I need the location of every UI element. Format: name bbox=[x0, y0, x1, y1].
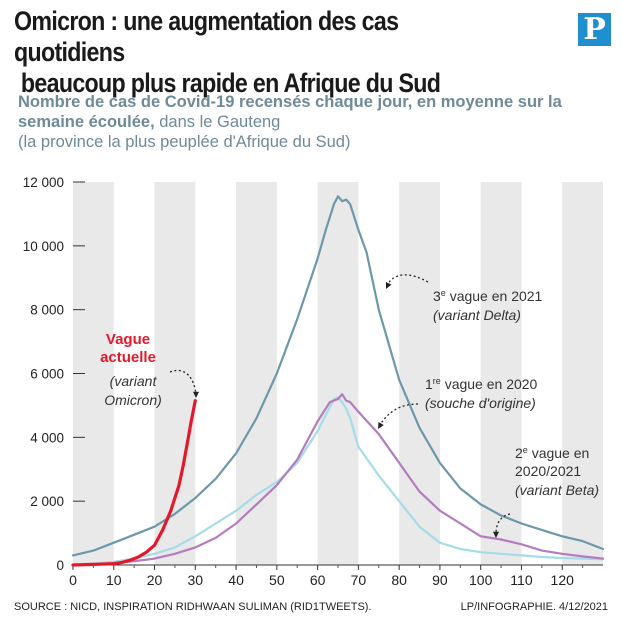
annotation-wave2-l1: 2e vague en bbox=[515, 445, 589, 461]
series-line-wave2 bbox=[71, 396, 605, 567]
le-parisien-logo: P bbox=[578, 13, 611, 46]
background-band bbox=[317, 182, 359, 565]
annotation-current-l4: Omicron) bbox=[104, 392, 162, 408]
x-tick-label: 20 bbox=[147, 572, 163, 588]
annotation-wave2-l2: 2020/2021 bbox=[515, 463, 581, 479]
series-line-wave3 bbox=[71, 195, 605, 557]
x-tick-label: 10 bbox=[106, 572, 122, 588]
arrow-wave1-head bbox=[378, 422, 384, 429]
title-line-2: beaucoup plus rapide en Afrique du Sud bbox=[20, 68, 441, 98]
arrow-wave2-head bbox=[492, 531, 500, 538]
y-tick-label: 6 000 bbox=[30, 367, 64, 382]
x-tick-label: 60 bbox=[310, 572, 326, 588]
x-tick-label: 0 bbox=[69, 572, 77, 588]
y-tick-label: 0 bbox=[56, 558, 64, 573]
x-tick-label: 50 bbox=[269, 572, 285, 588]
annotation-current-l3: (variant bbox=[110, 373, 158, 389]
background-band bbox=[480, 182, 522, 565]
x-tick-label: 110 bbox=[510, 572, 533, 588]
chart-subtitle: Nombre de cas de Covid-19 recensés chaqu… bbox=[18, 92, 608, 152]
annotation-wave1-l1: 1re vague en 2020 bbox=[425, 376, 538, 392]
background-band bbox=[236, 182, 277, 565]
x-tick-label: 100 bbox=[469, 572, 493, 588]
background-band bbox=[399, 182, 440, 565]
arrow-wave3-head bbox=[385, 282, 392, 289]
y-tick-label: 8 000 bbox=[30, 303, 64, 318]
x-tick-label: 30 bbox=[188, 572, 204, 588]
background-band bbox=[154, 182, 196, 565]
arrow-wave2 bbox=[495, 513, 511, 535]
annotation-current-l1: Vague bbox=[106, 331, 150, 348]
annotation-wave3-l1: 3e vague en 2021 bbox=[433, 288, 543, 304]
annotation-wave3-l2: (variant Delta) bbox=[433, 307, 521, 323]
x-tick-label: 70 bbox=[351, 572, 367, 588]
annotation-current-l2: actuelle bbox=[100, 349, 156, 366]
series-line-wave1 bbox=[71, 393, 605, 567]
y-tick-label: 10 000 bbox=[23, 239, 64, 254]
chart-title: Omicron : une augmentation des cas quoti… bbox=[14, 6, 496, 99]
y-tick-label: 12 000 bbox=[23, 175, 64, 190]
series-line-current bbox=[71, 399, 197, 567]
annotation-wave2-l3: (variant Beta) bbox=[515, 482, 599, 498]
title-line-1: Omicron : une augmentation des cas quoti… bbox=[14, 6, 399, 67]
arrow-wave1 bbox=[379, 403, 419, 426]
credit-note: LP/INFOGRAPHIE. 4/12/2021 bbox=[460, 601, 608, 613]
x-tick-label: 120 bbox=[551, 572, 575, 588]
source-note: SOURCE : NICD, INSPIRATION RIDHWAAN SULI… bbox=[14, 601, 372, 613]
x-tick-label: 40 bbox=[228, 572, 244, 588]
subtitle-normal: dans le Gauteng bbox=[154, 113, 281, 131]
annotation-wave1-l2: (souche d'origine) bbox=[425, 395, 536, 411]
arrow-current bbox=[169, 369, 197, 397]
arrow-current-head bbox=[192, 391, 200, 398]
y-tick-label: 2 000 bbox=[30, 494, 64, 509]
subtitle-line-3: (la province la plus peuplée d'Afrique d… bbox=[18, 133, 351, 151]
x-tick-label: 90 bbox=[432, 572, 448, 588]
background-band bbox=[562, 182, 603, 565]
subtitle-bold: Nombre de cas de Covid-19 recensés chaqu… bbox=[18, 93, 562, 131]
y-tick-label: 4 000 bbox=[30, 430, 64, 445]
x-tick-label: 80 bbox=[391, 572, 407, 588]
arrow-wave3 bbox=[386, 274, 429, 286]
